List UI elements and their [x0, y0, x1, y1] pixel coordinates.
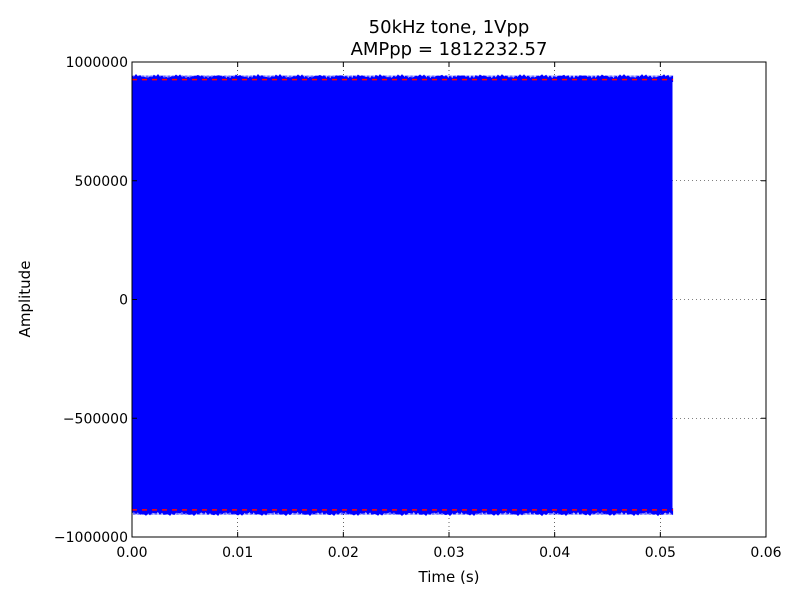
- y-tick-label: 0: [119, 293, 128, 309]
- y-tick-label: 1000000: [66, 55, 128, 71]
- x-tick-label: 0.05: [645, 545, 676, 561]
- x-tick-label: 0.02: [328, 545, 359, 561]
- x-axis-label: Time (s): [418, 568, 480, 586]
- chart-title-line2: AMPpp = 1812232.57: [351, 39, 548, 60]
- y-axis: −1000000 −500000 0 500000 1000000: [54, 55, 766, 546]
- y-axis-label: Amplitude: [16, 261, 34, 338]
- x-tick-label: 0.04: [539, 545, 570, 561]
- x-axis: 0.00 0.01 0.02 0.03 0.04 0.05 0.06: [116, 62, 782, 561]
- x-tick-label: 0.03: [433, 545, 464, 561]
- y-tick-label: 500000: [75, 174, 128, 190]
- reference-lines: [132, 78, 674, 511]
- x-tick-label: 0.01: [222, 545, 253, 561]
- x-tick-label: 0.00: [116, 545, 147, 561]
- y-tick-label: −1000000: [54, 530, 128, 546]
- y-tick-label: −500000: [63, 411, 128, 427]
- chart-title-line1: 50kHz tone, 1Vpp: [369, 17, 530, 38]
- x-tick-label: 0.06: [750, 545, 781, 561]
- series-layer: [131, 73, 674, 517]
- series-tone: [131, 73, 673, 517]
